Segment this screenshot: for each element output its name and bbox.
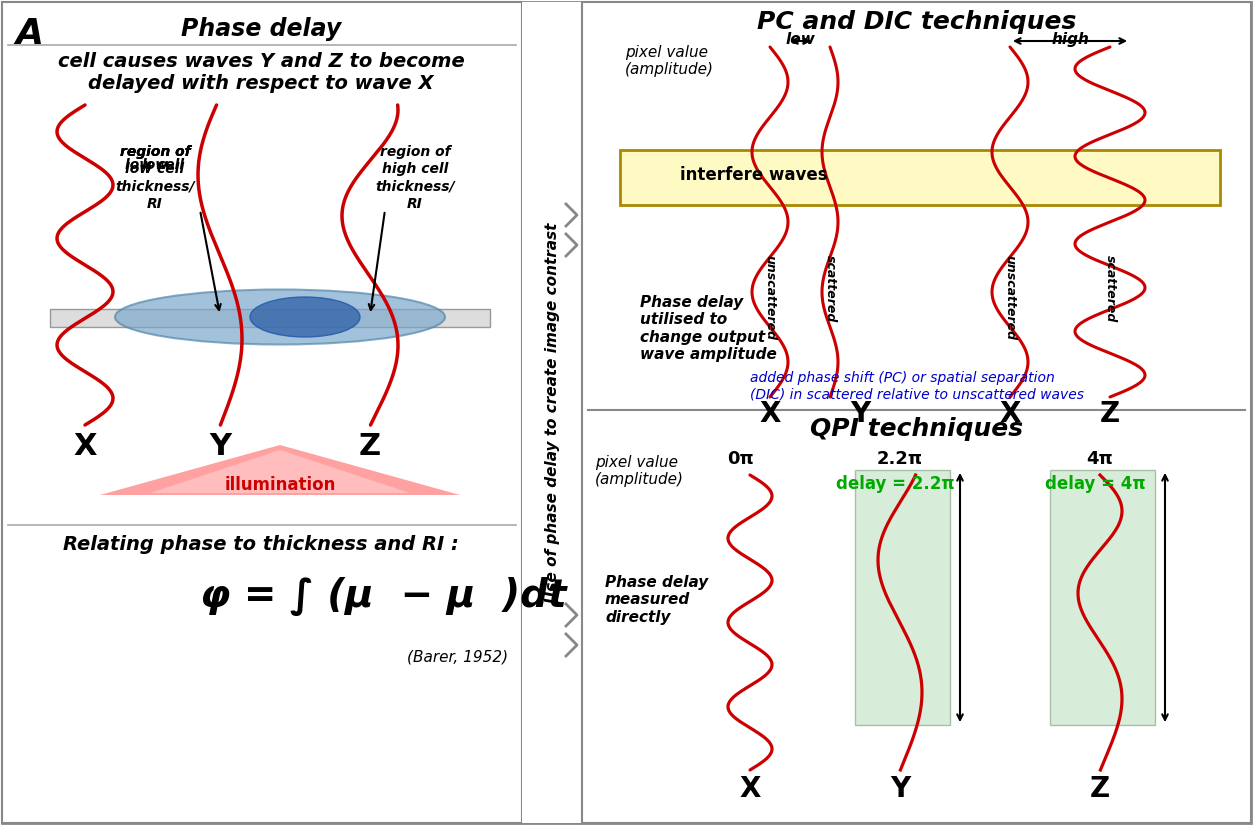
Text: delay = 2.2π: delay = 2.2π xyxy=(836,475,955,493)
Text: Y: Y xyxy=(850,400,870,428)
Text: region of
high cell
thickness/
RI: region of high cell thickness/ RI xyxy=(375,145,455,211)
Text: Z: Z xyxy=(1090,775,1110,803)
Text: Phase delay
utilised to
change output
wave amplitude: Phase delay utilised to change output wa… xyxy=(640,295,777,362)
Text: QPI techniques: QPI techniques xyxy=(811,417,1024,441)
Text: region of
low cell
thickness/
RI: region of low cell thickness/ RI xyxy=(115,145,194,211)
Ellipse shape xyxy=(115,290,445,345)
Text: X: X xyxy=(73,432,96,461)
Text: Phase delay: Phase delay xyxy=(180,17,341,41)
Bar xyxy=(581,2,1250,823)
Text: high: high xyxy=(1051,32,1089,47)
Text: unscattered: unscattered xyxy=(763,255,777,340)
Text: pixel value
(amplitude): pixel value (amplitude) xyxy=(595,455,684,488)
Bar xyxy=(1050,470,1155,725)
Text: Relating phase to thickness and RI :: Relating phase to thickness and RI : xyxy=(63,535,459,554)
Text: low: low xyxy=(786,32,814,47)
Text: added phase shift (PC) or spatial separation
(DIC) in scattered relative to unsc: added phase shift (PC) or spatial separa… xyxy=(751,371,1084,401)
Bar xyxy=(855,470,950,725)
Text: φ = ∫ (μ  − μ  )dt: φ = ∫ (μ − μ )dt xyxy=(200,577,566,616)
Text: PC and DIC techniques: PC and DIC techniques xyxy=(757,10,1076,34)
Text: low cell: low cell xyxy=(125,158,184,172)
Bar xyxy=(620,150,1220,205)
Text: X: X xyxy=(1000,400,1021,428)
Bar xyxy=(50,309,490,327)
Text: cell causes waves Y and Z to become
delayed with respect to wave X: cell causes waves Y and Z to become dela… xyxy=(58,52,465,93)
Text: Use of phase delay to create image contrast: Use of phase delay to create image contr… xyxy=(545,223,560,603)
Text: low: low xyxy=(142,158,169,172)
Text: 4π: 4π xyxy=(1086,450,1114,468)
Text: pixel value
(amplitude): pixel value (amplitude) xyxy=(625,45,714,78)
Ellipse shape xyxy=(251,297,360,337)
Bar xyxy=(523,2,581,823)
Text: delay = 4π: delay = 4π xyxy=(1045,475,1145,493)
Text: A: A xyxy=(15,17,43,51)
Text: interfere waves: interfere waves xyxy=(680,166,828,184)
Text: region of: region of xyxy=(120,145,190,159)
Polygon shape xyxy=(150,450,410,493)
Text: 0π: 0π xyxy=(727,450,753,468)
Text: Z: Z xyxy=(1100,400,1120,428)
Text: X: X xyxy=(739,775,761,803)
Text: X: X xyxy=(759,400,781,428)
Text: (Barer, 1952): (Barer, 1952) xyxy=(407,650,507,665)
Text: region of: region of xyxy=(120,145,190,159)
Text: 2.2π: 2.2π xyxy=(877,450,923,468)
Text: Y: Y xyxy=(890,775,910,803)
Text: illumination: illumination xyxy=(224,476,336,494)
Text: scattered: scattered xyxy=(823,255,837,323)
Bar xyxy=(3,2,523,823)
Text: scattered: scattered xyxy=(1104,255,1116,323)
Text: unscattered: unscattered xyxy=(1004,255,1016,340)
Text: Y: Y xyxy=(209,432,231,461)
Polygon shape xyxy=(100,445,460,495)
Text: Phase delay
measured
directly: Phase delay measured directly xyxy=(605,575,708,625)
Text: Z: Z xyxy=(358,432,381,461)
